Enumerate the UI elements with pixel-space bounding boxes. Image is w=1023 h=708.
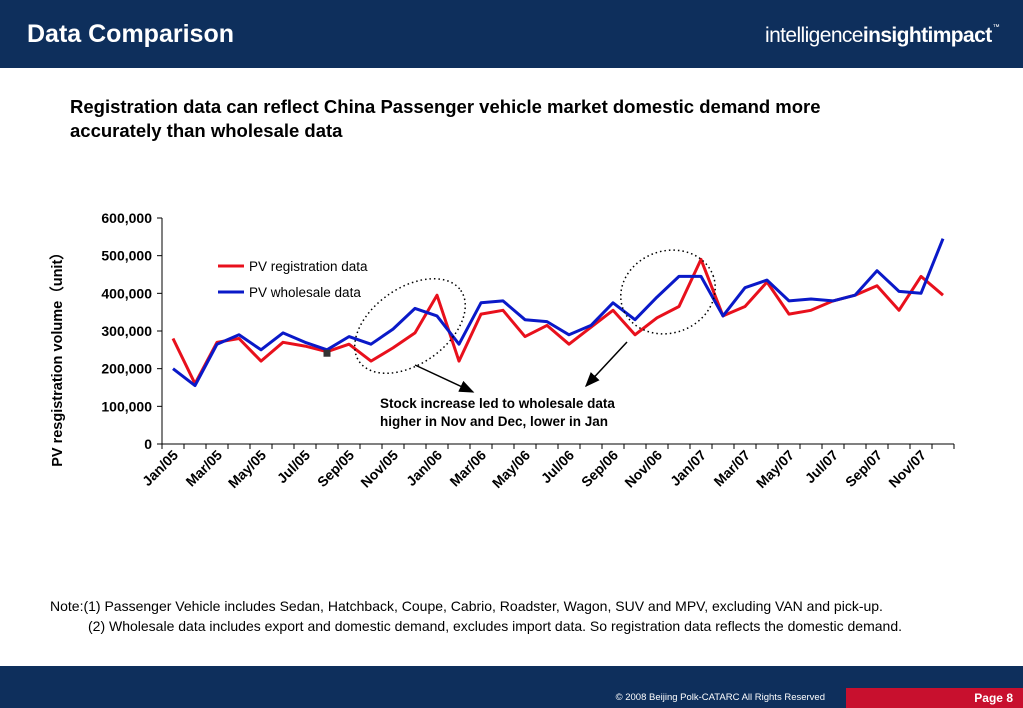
headline-line-2: accurately than wholesale data	[70, 120, 343, 141]
x-tick-label: May/06	[489, 447, 533, 491]
note-line-1: Note:(1) Passenger Vehicle includes Seda…	[50, 598, 883, 614]
data-marker	[323, 349, 331, 357]
footer-bar: © 2008 Beijing Polk-CATARC All Rights Re…	[0, 666, 1023, 708]
brand-trademark: ™	[992, 24, 1000, 31]
x-tick-label: Jan/05	[139, 447, 181, 489]
y-tick-label: 500,000	[101, 248, 152, 264]
x-tick-label: Mar/05	[182, 447, 225, 490]
y-tick-label: 0	[144, 436, 152, 452]
annotation-line-1: Stock increase led to wholesale data	[380, 396, 615, 411]
x-tick-label: Nov/07	[885, 447, 929, 491]
x-tick-label: Jul/07	[802, 447, 842, 487]
x-tick-label: Mar/07	[710, 447, 753, 490]
footnotes: Note:(1) Passenger Vehicle includes Seda…	[50, 596, 1020, 636]
x-tick-label: Sep/07	[842, 447, 885, 490]
copyright-text: © 2008 Beijing Polk-CATARC All Rights Re…	[615, 692, 825, 703]
highlight-ellipse-2006	[620, 249, 716, 335]
y-tick-label: 400,000	[101, 285, 152, 301]
x-tick-label: Jul/06	[538, 447, 578, 487]
series-line-wholesale	[172, 238, 945, 388]
y-tick-label: 600,000	[101, 210, 152, 226]
brand-part-2: insight	[862, 24, 928, 47]
headline-line-1: Registration data can reflect China Pass…	[70, 96, 821, 117]
brand-logo: intelligenceinsightimpact™	[765, 24, 1000, 48]
x-tick-label: Sep/06	[578, 447, 621, 490]
y-tick-label: 300,000	[101, 323, 152, 339]
annotation-arrow-left	[414, 364, 475, 393]
headline: Registration data can reflect China Pass…	[70, 95, 970, 143]
series-line-registration	[171, 257, 944, 386]
x-tick-label: Mar/06	[446, 447, 489, 490]
highlight-ellipse-2005	[353, 277, 467, 375]
y-tick-label: 100,000	[101, 398, 152, 414]
x-tick-label: Nov/06	[621, 447, 665, 491]
brand-part-3: impact	[927, 24, 993, 47]
x-tick-label: May/05	[225, 447, 269, 491]
x-tick-label: Jan/07	[667, 447, 709, 489]
page-title: Data Comparison	[27, 20, 234, 48]
x-tick-label: Sep/05	[314, 447, 357, 490]
header-bar: Data Comparison intelligenceinsightimpac…	[0, 0, 1023, 68]
x-tick-label: May/07	[753, 447, 797, 491]
note-line-2: (2) Wholesale data includes export and d…	[88, 618, 902, 634]
x-tick-label: Jan/06	[403, 447, 445, 489]
x-tick-label: Jul/05	[274, 447, 314, 487]
page-number: Page 8	[974, 691, 1013, 705]
page-number-box: Page 8	[846, 688, 1023, 708]
x-tick-label: Nov/05	[357, 447, 401, 491]
brand-part-1: intelligence	[765, 24, 863, 47]
chart-annotation: Stock increase led to wholesale data hig…	[380, 395, 700, 431]
legend-label-registration: PV registration data	[249, 259, 368, 274]
y-axis-label: PV resgistration volume（unit）	[48, 245, 66, 467]
annotation-line-2: higher in Nov and Dec, lower in Jan	[380, 414, 609, 429]
y-tick-label: 200,000	[101, 361, 152, 377]
annotation-arrow-right	[584, 341, 628, 388]
legend-label-wholesale: PV wholesale data	[249, 285, 361, 300]
